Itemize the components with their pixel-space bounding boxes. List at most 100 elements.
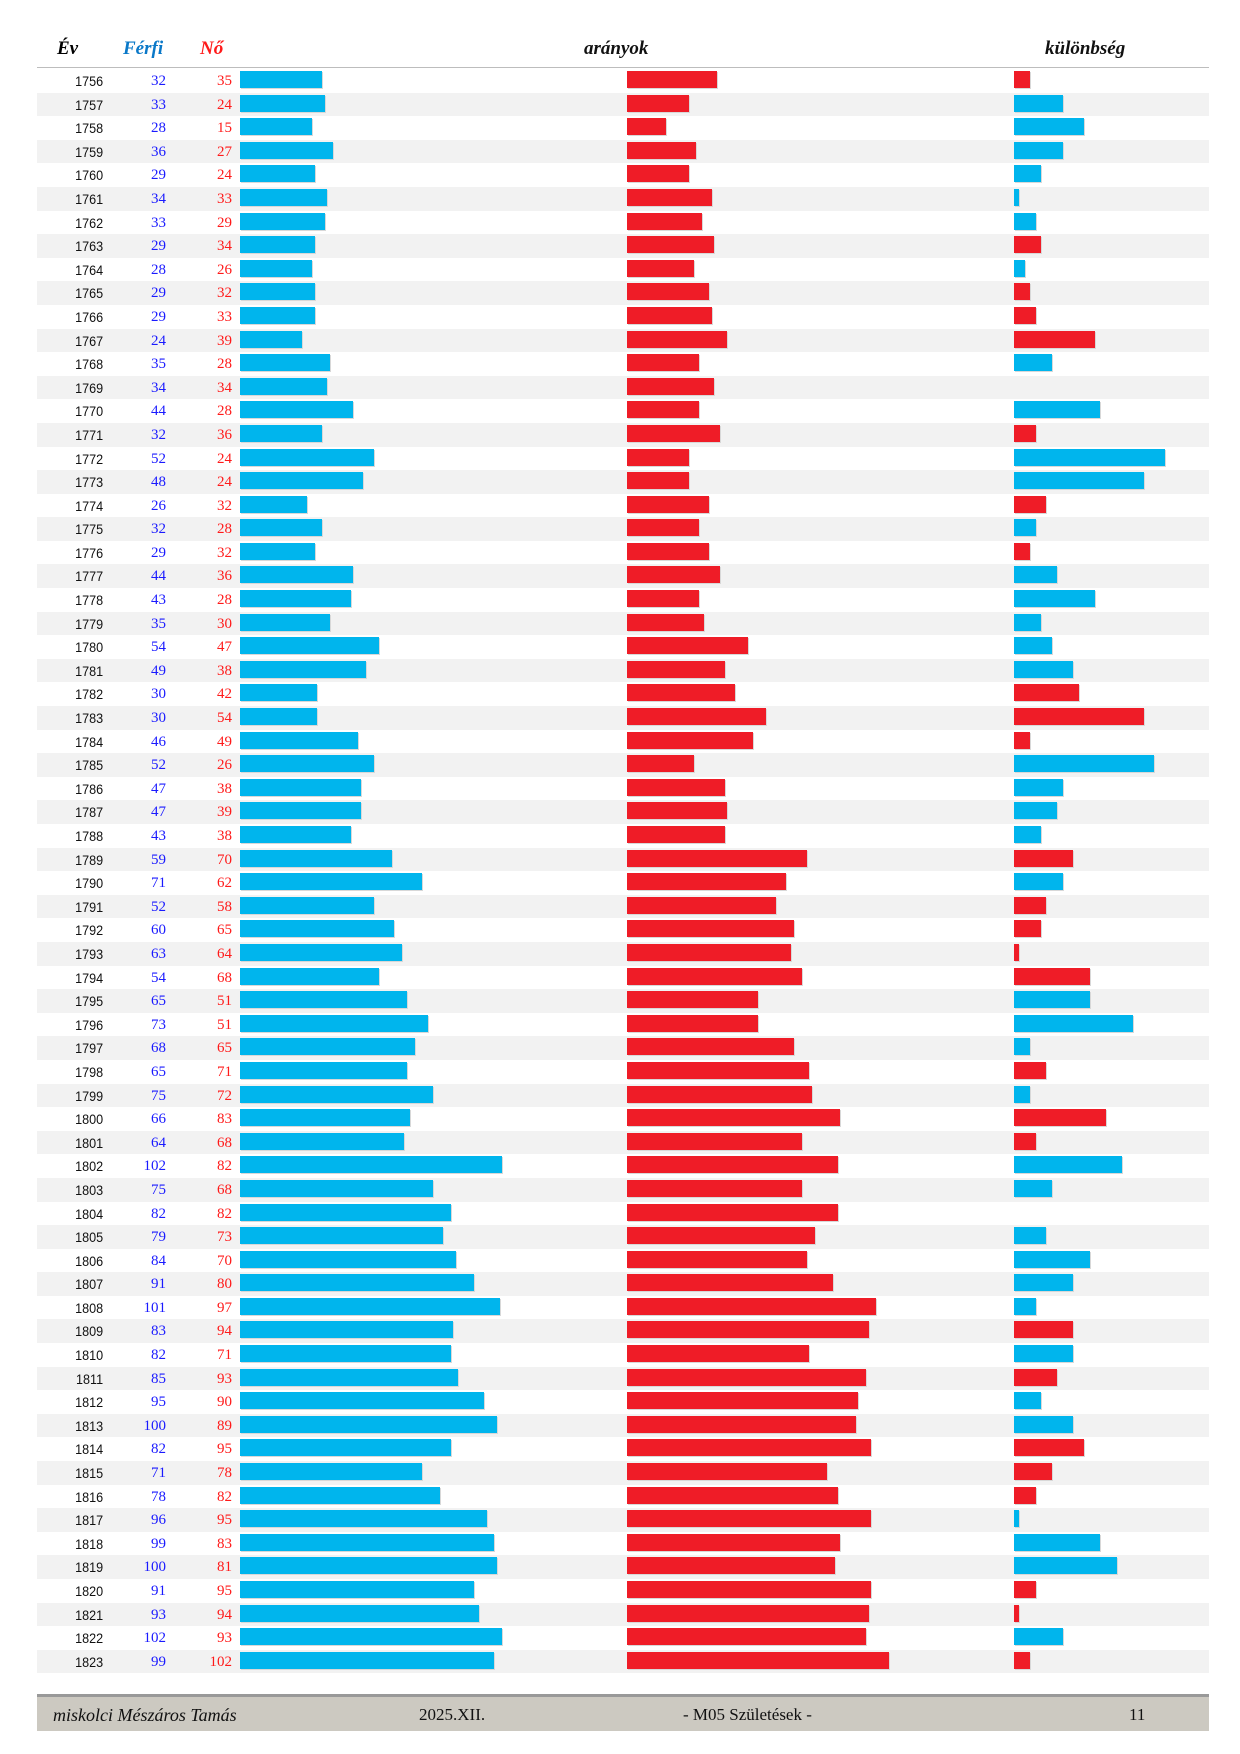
table-row: 1803 75 68 (37, 1177, 1209, 1202)
male-count-cell: 28 (151, 261, 166, 278)
male-bar (240, 920, 395, 938)
year-cell: 1782 (74, 686, 103, 703)
male-count-cell: 29 (151, 285, 166, 302)
male-count-cell: 33 (151, 214, 166, 231)
difference-bar-female (1014, 943, 1020, 961)
male-bar (240, 1557, 497, 1575)
female-bar (627, 495, 710, 513)
difference-bar-female (1014, 495, 1047, 513)
year-cell: 1811 (75, 1370, 103, 1387)
male-bar (240, 1061, 408, 1079)
difference-bar-male (1014, 778, 1063, 796)
births-table: 1756 32 35 1757 33 24 1758 28 15 1759 36 27 1760 29 24… (37, 69, 1209, 1674)
male-count-cell: 34 (151, 190, 166, 207)
header-divider (37, 67, 1209, 68)
difference-bar-female (1014, 330, 1095, 348)
female-count-cell: 28 (217, 356, 232, 373)
female-bar (627, 354, 699, 372)
male-bar (240, 1368, 459, 1386)
male-bar (240, 1274, 474, 1292)
header-female: Nő (200, 38, 224, 59)
female-bar (627, 849, 807, 867)
female-count-cell: 51 (217, 993, 232, 1010)
table-row: 1773 48 24 (37, 470, 1209, 494)
male-count-cell: 71 (151, 875, 166, 892)
year-cell: 1779 (74, 615, 103, 632)
male-bar (240, 118, 312, 136)
year-cell: 1756 (74, 73, 103, 89)
female-count-cell: 94 (217, 1606, 232, 1623)
year-cell: 1812 (74, 1394, 103, 1411)
table-row: 1775 32 28 (37, 517, 1209, 541)
page-footer: miskolci Mészáros Tamás 2025.XII. - M05 … (37, 1694, 1209, 1731)
female-bar (627, 1510, 872, 1528)
female-bar (627, 1038, 795, 1056)
male-bar (240, 165, 315, 183)
table-row: 1759 36 27 (37, 139, 1209, 164)
year-cell: 1789 (74, 851, 103, 868)
female-count-cell: 71 (217, 1063, 232, 1080)
male-count-cell: 29 (151, 167, 166, 184)
female-count-cell: 97 (217, 1299, 232, 1316)
male-count-cell: 79 (151, 1229, 166, 1246)
female-bar (627, 118, 666, 136)
year-cell: 1783 (74, 710, 103, 727)
male-count-cell: 73 (151, 1016, 166, 1033)
female-count-cell: 70 (217, 1252, 232, 1269)
year-cell: 1785 (74, 757, 103, 774)
female-count-cell: 102 (209, 1653, 233, 1670)
male-count-cell: 63 (151, 945, 166, 962)
female-count-cell: 93 (217, 1630, 232, 1647)
male-bar (240, 1085, 433, 1103)
table-row: 1778 43 28 (37, 588, 1209, 612)
year-cell: 1776 (74, 544, 103, 561)
female-bar (627, 1392, 859, 1410)
female-count-cell: 95 (217, 1512, 232, 1529)
year-cell: 1796 (74, 1016, 103, 1033)
year-cell: 1787 (74, 804, 103, 821)
male-bar (240, 778, 361, 796)
male-count-cell: 29 (151, 308, 166, 325)
table-row: 1802 102 82 (37, 1154, 1209, 1178)
male-count-cell: 65 (151, 993, 166, 1010)
female-count-cell: 39 (217, 804, 232, 821)
female-count-cell: 28 (217, 592, 232, 609)
difference-bar-male (1014, 1179, 1052, 1197)
male-bar (240, 1038, 415, 1056)
female-bar (627, 637, 748, 655)
female-bar (627, 165, 689, 183)
table-row: 1800 66 83 (37, 1107, 1209, 1131)
male-bar (240, 495, 307, 513)
female-count-cell: 29 (217, 214, 232, 231)
difference-bar-female (1014, 424, 1036, 442)
female-count-cell: 24 (217, 96, 232, 113)
female-bar (627, 1132, 802, 1150)
table-row: 1776 29 32 (37, 541, 1209, 565)
male-count-cell: 100 (143, 1417, 167, 1434)
table-row: 1756 32 35 (37, 69, 1209, 93)
difference-bar-male (1014, 1297, 1036, 1315)
table-row: 1795 65 51 (37, 989, 1209, 1013)
female-bar (627, 967, 802, 985)
difference-bar-female (1014, 1132, 1036, 1150)
female-count-cell: 65 (217, 1040, 232, 1057)
year-cell: 1786 (74, 780, 103, 797)
male-bar (240, 1628, 503, 1646)
female-count-cell: 26 (217, 757, 232, 774)
table-row: 1760 29 24 (37, 163, 1209, 187)
header-ratios: arányok (584, 38, 649, 59)
difference-bar-female (1014, 967, 1090, 985)
difference-bar-male (1014, 448, 1166, 466)
female-count-cell: 28 (217, 403, 232, 420)
year-cell: 1805 (74, 1229, 103, 1246)
female-count-cell: 95 (217, 1583, 232, 1599)
table-row: 1764 28 26 (37, 258, 1209, 282)
male-count-cell: 100 (143, 1559, 167, 1576)
male-bar (240, 896, 374, 914)
table-row: 1785 52 26 (37, 753, 1209, 777)
table-row: 1799 75 72 (37, 1083, 1209, 1108)
table-row: 1808 101 97 (37, 1296, 1209, 1320)
table-row: 1806 84 70 (37, 1249, 1209, 1273)
table-row: 1822 102 93 (37, 1626, 1209, 1650)
male-bar (240, 141, 333, 159)
